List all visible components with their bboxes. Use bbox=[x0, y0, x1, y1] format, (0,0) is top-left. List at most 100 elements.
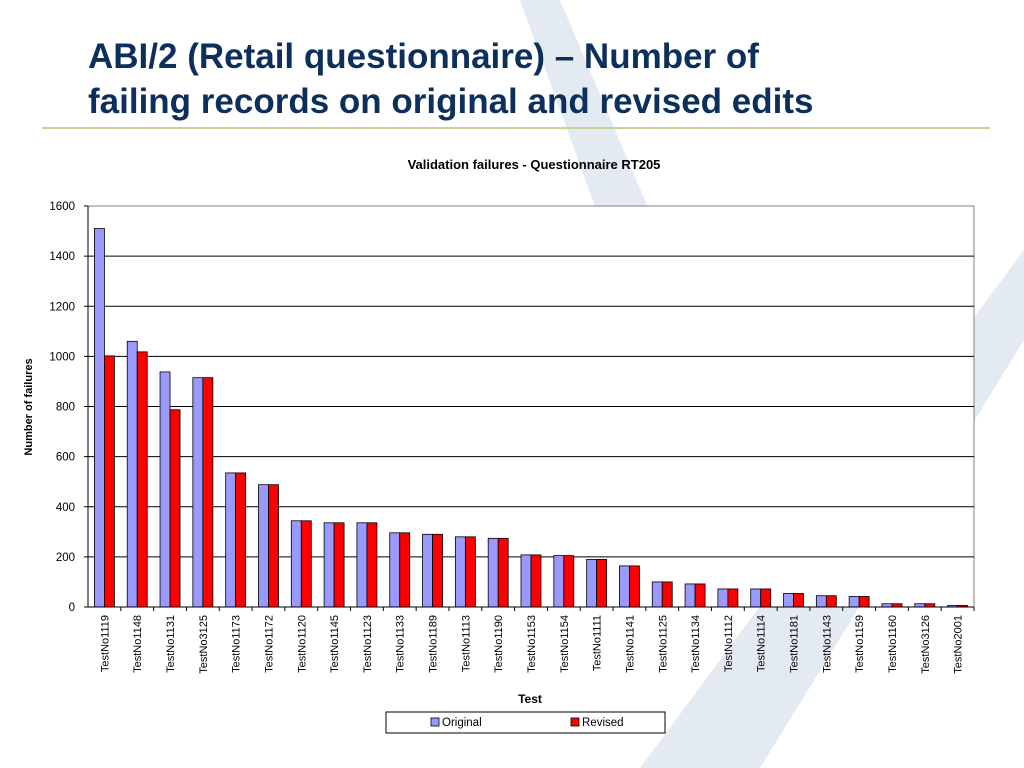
x-tick-label: TestNo1190 bbox=[493, 615, 505, 673]
legend-label-revised: Revised bbox=[582, 717, 624, 729]
bar-revised-testno1114 bbox=[760, 588, 772, 608]
bar-original-testno1145 bbox=[323, 522, 335, 608]
bar-original-testno3125 bbox=[192, 377, 204, 608]
y-axis-label: Number of failures bbox=[23, 358, 35, 455]
bar-revised-testno1133 bbox=[399, 532, 411, 608]
y-tick-label: 400 bbox=[56, 502, 75, 514]
title-divider bbox=[42, 127, 990, 129]
bars bbox=[94, 228, 968, 608]
bar-original-testno1190 bbox=[487, 537, 499, 608]
x-tick-label: TestNo1134 bbox=[690, 615, 702, 673]
bar-revised-testno1189 bbox=[432, 533, 443, 608]
bar-revised-testno1143 bbox=[825, 595, 837, 608]
bar-original-testno1120 bbox=[290, 520, 302, 608]
bar-revised-testno1112 bbox=[727, 588, 739, 608]
bar-original-testno1154 bbox=[553, 555, 565, 608]
slide-title-line-2: failing records on original and revised … bbox=[88, 82, 814, 121]
x-tick-label: TestNo1131 bbox=[165, 615, 177, 673]
y-tick-label: 1000 bbox=[49, 351, 75, 363]
legend-label-original: Original bbox=[442, 717, 482, 729]
y-tick-label: 1600 bbox=[49, 201, 75, 213]
bar-original-testno1189 bbox=[422, 533, 433, 608]
bar-revised-testno1111 bbox=[596, 558, 608, 608]
x-tick-label: TestNo1145 bbox=[329, 615, 341, 673]
x-tick-label: TestNo1160 bbox=[887, 615, 899, 673]
bar-revised-testno1123 bbox=[366, 522, 378, 608]
x-tick-label: TestNo1112 bbox=[723, 615, 735, 672]
bar-original-testno1141 bbox=[619, 565, 630, 608]
x-tick-label: TestNo1172 bbox=[263, 615, 275, 673]
bar-revised-testno1172 bbox=[268, 484, 279, 608]
bar-revised-testno1134 bbox=[694, 583, 706, 608]
legend: Original Revised bbox=[385, 711, 666, 734]
bar-revised-testno1131 bbox=[169, 409, 181, 608]
slide-title-line-1: ABI/2 (Retail questionnaire) – Number of bbox=[88, 37, 759, 76]
x-tick-label: TestNo1154 bbox=[559, 615, 571, 673]
x-tick-label: TestNo1143 bbox=[821, 615, 833, 673]
x-tick-label: TestNo1114 bbox=[756, 615, 768, 672]
bar-revised-testno1173 bbox=[235, 472, 247, 608]
y-tick-label: 200 bbox=[56, 552, 75, 564]
bar-revised-testno1148 bbox=[136, 351, 148, 608]
legend-box bbox=[385, 711, 666, 734]
bar-revised-testno1141 bbox=[629, 565, 640, 608]
x-tick-label: TestNo1141 bbox=[624, 615, 636, 673]
bar-original-testno1114 bbox=[750, 588, 762, 608]
bar-original-testno1172 bbox=[258, 484, 269, 608]
x-tick-label: TestNo1153 bbox=[526, 615, 538, 673]
x-axis-tick-labels: TestNo1119 TestNo1148 TestNo1131 TestNo3125… bbox=[99, 607, 975, 674]
bar-original-testno1113 bbox=[454, 536, 466, 608]
bar-original-testno1181 bbox=[783, 593, 794, 608]
y-axis-tick-labels: 0 200 400 600 800 1000 1200 1400 1600 bbox=[49, 201, 75, 614]
bar-revised-testno1113 bbox=[464, 536, 476, 608]
x-tick-label: TestNo3125 bbox=[198, 615, 210, 674]
x-tick-label: TestNo1123 bbox=[362, 615, 374, 673]
y-tick-label: 1400 bbox=[49, 251, 75, 263]
y-tick-label: 600 bbox=[56, 452, 75, 464]
bar-original-testno1111 bbox=[586, 558, 598, 608]
y-tick-label: 1200 bbox=[49, 301, 75, 313]
x-tick-label: TestNo1125 bbox=[657, 615, 669, 673]
x-tick-label: TestNo1173 bbox=[231, 615, 243, 673]
x-tick-label: TestNo1133 bbox=[395, 615, 407, 673]
x-tick-label: TestNo1148 bbox=[132, 615, 144, 673]
bar-original-testno1133 bbox=[389, 532, 401, 608]
x-tick-label: TestNo1119 bbox=[99, 615, 111, 672]
bar-revised-testno1181 bbox=[793, 593, 804, 608]
bar-original-testno1131 bbox=[159, 371, 171, 608]
bar-revised-testno1125 bbox=[661, 581, 673, 608]
x-tick-label: TestNo1159 bbox=[854, 615, 866, 673]
slide-title: ABI/2 (Retail questionnaire) – Number of… bbox=[88, 34, 988, 124]
bar-original-testno1148 bbox=[126, 340, 138, 608]
bar-original-testno1125 bbox=[651, 581, 663, 608]
x-tick-label: TestNo1189 bbox=[428, 615, 440, 673]
x-tick-label: TestNo1181 bbox=[789, 615, 801, 673]
bar-original-testno1112 bbox=[717, 588, 729, 608]
y-tick-label: 0 bbox=[69, 602, 75, 614]
bar-revised-testno1153 bbox=[530, 554, 542, 608]
bar-revised-testno1119 bbox=[104, 355, 115, 608]
bar-revised-testno1120 bbox=[300, 520, 312, 608]
bar-revised-testno1190 bbox=[497, 537, 509, 608]
bar-original-testno1119 bbox=[94, 228, 105, 608]
bar-original-testno1123 bbox=[356, 522, 368, 608]
x-tick-label: TestNo3126 bbox=[920, 615, 932, 674]
bar-original-testno1143 bbox=[815, 595, 827, 608]
bar-revised-testno1154 bbox=[563, 555, 575, 608]
bar-original-testno1173 bbox=[225, 472, 237, 608]
x-tick-label: TestNo1120 bbox=[296, 615, 308, 673]
bar-original-testno1134 bbox=[684, 583, 696, 608]
x-tick-label: TestNo2001 bbox=[953, 615, 965, 674]
chart-title: Validation failures - Questionnaire RT20… bbox=[408, 157, 661, 172]
bar-revised-testno1145 bbox=[333, 522, 345, 608]
x-axis-label: Test bbox=[518, 692, 542, 706]
legend-swatch-revised bbox=[570, 717, 580, 727]
x-tick-label: TestNo1111 bbox=[592, 615, 604, 671]
legend-swatch-original bbox=[430, 717, 440, 727]
x-tick-label: TestNo1113 bbox=[460, 615, 472, 672]
bar-revised-testno1159 bbox=[858, 596, 870, 608]
bar-revised-testno3125 bbox=[202, 377, 214, 608]
bar-original-testno1153 bbox=[520, 554, 532, 608]
y-tick-label: 800 bbox=[56, 402, 75, 414]
